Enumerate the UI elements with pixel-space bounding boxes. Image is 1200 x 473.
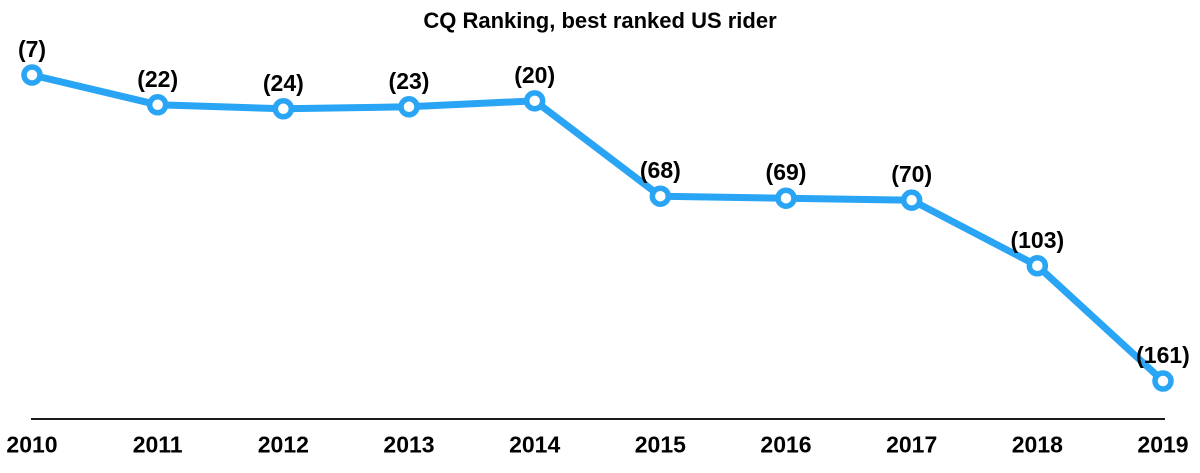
x-tick-2017: 2017 — [886, 431, 938, 458]
data-point-2017 — [900, 189, 923, 211]
point-label-2019: (161) — [1136, 342, 1190, 368]
data-point-2019 — [1152, 370, 1174, 392]
x-tick-2019: 2019 — [1137, 431, 1189, 458]
point-label-2010: (7) — [17, 36, 47, 62]
point-label-2014: (20) — [514, 61, 556, 88]
point-label-2017: (70) — [891, 161, 933, 188]
x-tick-2012: 2012 — [257, 431, 309, 458]
point-label-2018: (103) — [1010, 226, 1065, 253]
point-label-2011: (22) — [137, 65, 179, 92]
data-point-2010 — [21, 64, 43, 86]
series-line — [28, 71, 1167, 385]
x-tick-2018: 2018 — [1011, 431, 1063, 458]
point-label-2013: (23) — [388, 67, 430, 94]
point-label-2016: (69) — [765, 159, 807, 186]
point-label-2015: (68) — [639, 157, 681, 184]
data-point-2015 — [649, 185, 672, 207]
data-point-2011 — [146, 94, 169, 116]
data-point-2013 — [398, 96, 420, 118]
x-tick-2014: 2014 — [509, 431, 561, 458]
point-label-2012: (24) — [262, 69, 304, 96]
x-tick-2015: 2015 — [634, 431, 686, 458]
x-tick-2013: 2013 — [383, 431, 435, 458]
data-point-2012 — [272, 98, 295, 120]
data-point-2014 — [523, 90, 546, 112]
x-tick-2011: 2011 — [132, 431, 183, 458]
data-point-2018 — [1026, 255, 1049, 277]
chart-title: CQ Ranking, best ranked US rider — [423, 8, 777, 33]
x-tick-2010: 2010 — [6, 431, 58, 458]
x-tick-2016: 2016 — [760, 431, 812, 458]
data-point-2016 — [775, 187, 797, 209]
